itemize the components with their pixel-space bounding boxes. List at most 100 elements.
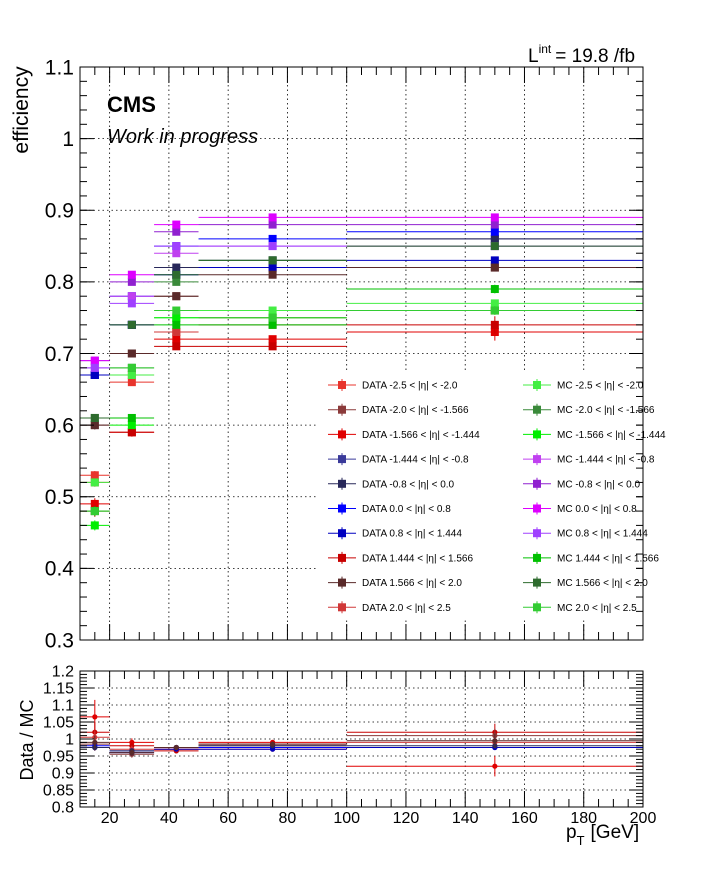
y-tick-label: 1.2 [52,664,74,681]
series [80,242,643,422]
series [80,263,643,430]
data-point [490,213,499,222]
y-tick-label: 1 [62,128,74,151]
data-point [492,738,498,744]
legend-label: MC -1.566 < |η| < -1.444 [557,430,666,441]
legend-marker [338,479,346,488]
data-point [490,242,499,251]
x-axis-label: pT [GeV] [566,822,639,848]
data-point [172,227,181,236]
data-point [127,421,136,430]
data-point [172,342,181,351]
legend-label: DATA -2.5 < |η| < -2.0 [362,381,458,392]
legend-label: DATA 0.0 < |η| < 0.8 [362,504,451,515]
data-point [268,256,277,265]
legend-entry: MC -0.8 < |η| < 0.0 [523,477,640,490]
x-tick-label: 40 [160,810,178,827]
data-point [127,299,136,308]
y-tick-label: 1.05 [43,715,74,732]
legend-marker [533,578,541,587]
legend-entry: DATA 1.444 < |η| < 1.566 [328,551,473,564]
legend-label: DATA -0.8 < |η| < 0.0 [362,479,455,490]
legend-label: MC 2.0 < |η| < 2.5 [557,603,637,614]
legend-marker [533,603,541,612]
data-point [129,750,135,756]
legend-marker [533,504,541,513]
y-tick-label: 0.95 [43,749,74,766]
x-tick-label: 80 [279,810,297,827]
data-point [268,320,277,329]
legend-marker [533,381,541,389]
x-axis-label-p: p [566,822,577,843]
data-point [268,270,277,279]
legend-entry: MC 1.566 < |η| < 2.0 [523,576,648,589]
data-point [268,242,277,251]
data-point [90,421,99,430]
efficiency-ticks [79,66,644,641]
legend-marker [338,405,346,414]
data-point [268,313,277,322]
data-point [127,270,136,279]
legend-marker [338,430,346,439]
legend-marker [533,479,541,488]
data-point [90,499,99,508]
data-point [268,263,277,272]
data-point [127,292,136,301]
data-point [127,413,136,422]
y-tick-label: 0.3 [45,629,74,652]
data-point [90,370,99,379]
data-point [490,306,499,315]
data-point [172,270,181,279]
data-point [90,356,99,365]
data-point [490,320,499,329]
x-tick-label: 200 [630,810,657,827]
legend-label: DATA 1.566 < |η| < 2.0 [362,578,462,589]
y-tick-label: 0.5 [45,486,74,509]
legend-marker [338,603,346,612]
data-point [490,263,499,272]
data-point [268,220,277,229]
data-point [490,227,499,236]
ratio-plot-area [80,671,643,807]
data-point [172,335,181,344]
luminosity-superscript: int [539,42,552,56]
data-point [90,471,99,480]
data-point [173,744,179,751]
legend-background [318,372,636,618]
legend-marker [533,529,541,538]
data-point [90,363,99,372]
data-point [92,714,98,720]
legend-entry: MC 2.0 < |η| < 2.5 [523,601,637,614]
legend-marker [533,455,541,464]
efficiency-panel: 0.3 0.4 0.5 0.6 0.7 0.8 0.9 1 1.1 efficiency CMS… [10,42,666,652]
ratio-y-axis-label: Data / MC [17,699,37,780]
legend-entry: MC -1.566 < |η| < -1.444 [523,428,666,441]
legend-label: MC -2.5 < |η| < -2.0 [557,381,644,392]
legend-entry: DATA -2.0 < |η| < -1.566 [328,403,469,416]
legend: DATA -2.5 < |η| < -2.0 DATA -2.0 < |η| < … [318,372,666,618]
legend-label: DATA -2.0 < |η| < -1.566 [362,405,469,416]
y-tick-label: 0.7 [45,343,74,366]
data-point [127,277,136,286]
data-point [490,299,499,308]
data-point [127,428,136,437]
legend-entry: MC 1.444 < |η| < 1.566 [523,551,659,564]
data-point [268,234,277,243]
series [80,213,643,365]
legend-entry: MC -1.444 < |η| < -0.8 [523,453,655,466]
data-point [172,313,181,322]
data-point [268,342,277,351]
ratio-ticks [79,670,644,808]
data-point [90,507,99,516]
data-point [172,328,181,337]
work-in-progress-label: Work in progress [107,126,258,148]
data-point [90,413,99,422]
y-tick-label: 0.4 [45,558,75,581]
legend-label: MC 1.444 < |η| < 1.566 [557,553,659,564]
data-point [490,220,499,229]
data-point [127,320,136,329]
data-point [172,277,181,286]
series [80,733,643,756]
legend-entry: DATA 0.0 < |η| < 0.8 [328,502,451,515]
